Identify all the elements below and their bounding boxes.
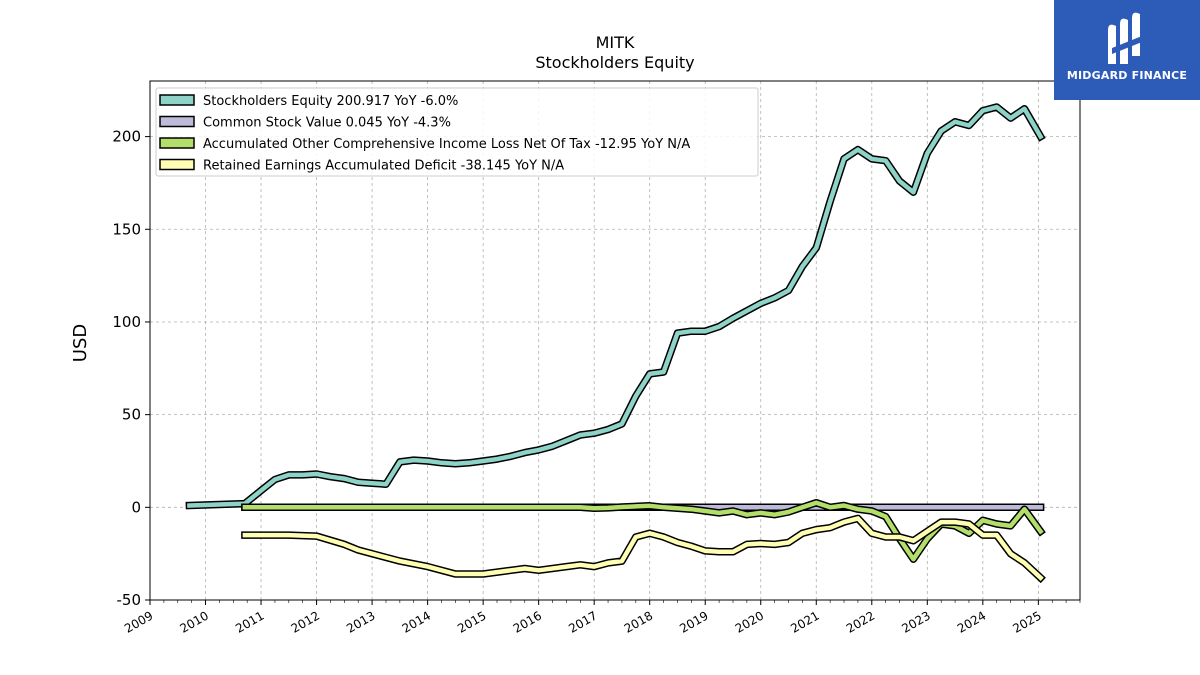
y-tick-label: 50 [122,406,141,424]
series-line [187,104,1044,508]
series-line [242,500,1044,562]
legend-label: Accumulated Other Comprehensive Income L… [203,137,690,152]
chart-title: MITK [596,33,635,52]
legend-swatch [159,94,195,106]
x-tick-label: 2016 [511,608,544,635]
y-tick-label: 100 [112,313,141,331]
legend-swatch [159,137,195,149]
y-tick-label: 200 [112,128,141,146]
x-tick-label: 2012 [289,608,322,635]
axes: -50 0 50 100 150 200 2009 2010 2011 2012 2013 2014 2… [112,128,1081,636]
brand-name: MIDGARD FINANCE [1066,69,1188,82]
y-tick-label: -50 [117,591,142,609]
y-tick-label: 150 [112,220,141,238]
legend-box [155,87,759,177]
y-tick-label: 0 [131,498,141,516]
x-tick-label: 2010 [178,608,211,635]
x-tick-label: 2023 [899,608,932,635]
series-line [242,516,1044,581]
x-tick-label: 2019 [677,608,710,635]
x-tick-label: 2014 [400,608,433,635]
legend-label: Retained Earnings Accumulated Deficit -3… [203,159,564,174]
x-tick-label: 2011 [233,608,266,635]
legend-label: Common Stock Value 0.045 YoY -4.3% [203,116,451,131]
plot-frame [149,80,1081,601]
x-tick-label: 2021 [788,608,821,635]
x-tick-label: 2017 [566,608,599,635]
legend-label: Stockholders Equity 200.917 YoY -6.0% [203,94,458,109]
legend-swatch [159,158,195,171]
midgard-finance-logo: MIDGARD FINANCE [1054,0,1200,100]
midgard-logo-icon [1108,12,1142,65]
x-tick-label: 2015 [455,608,488,635]
x-tick-label: 2018 [622,608,655,635]
series-3 [241,498,1046,563]
x-tick-label: 2024 [955,608,988,635]
x-tick-label: 2009 [122,608,155,635]
chart-subtitle: Stockholders Equity [535,53,694,72]
series-4 [241,514,1046,584]
x-tick-label: 2022 [844,608,877,635]
series-1 [185,103,1046,510]
legend: Stockholders Equity 200.917 YoY -6.0% Com… [155,87,759,177]
x-tick-label: 2020 [733,608,766,635]
x-tick-label: 2013 [344,608,377,635]
x-tick-label: 2025 [1010,608,1043,635]
legend-swatch [159,115,195,128]
series-layer [185,103,1046,584]
y-axis-label: USD [70,324,91,362]
